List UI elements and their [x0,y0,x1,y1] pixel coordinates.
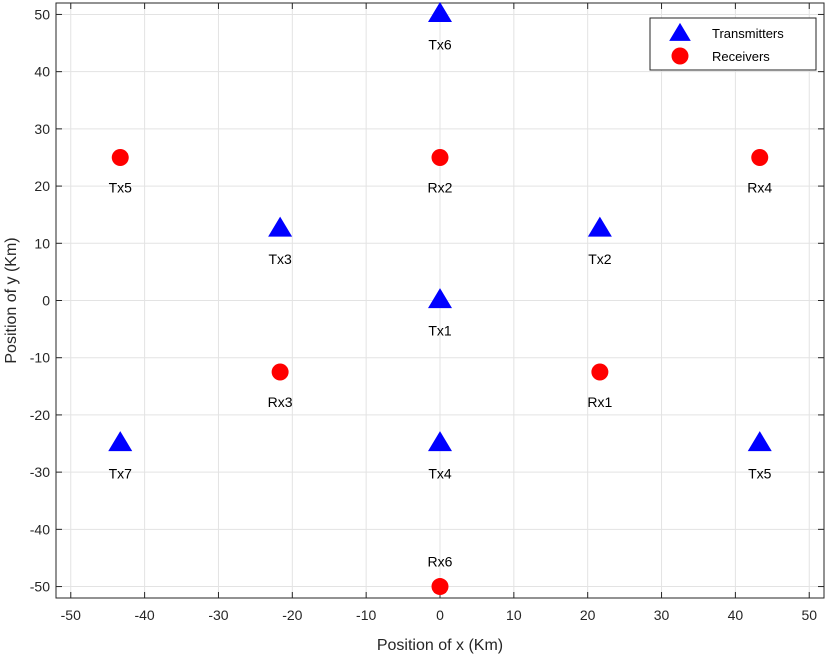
receiver-marker [271,363,289,381]
grid [56,3,824,598]
y-tick-label: 50 [34,6,50,22]
x-tick-label: 50 [801,607,817,623]
point-label: Tx3 [268,251,292,267]
y-tick-label: -20 [30,407,50,423]
receiver-marker [591,363,609,381]
transmitter-marker [428,2,452,23]
x-tick-label: -10 [356,607,376,623]
x-tick-label: 0 [436,607,444,623]
data-marks: Tx6 Tx3 Tx2 Tx1 Tx7 Tx4 Tx5 Tx5 Rx2 Rx4 Rx3 Rx1 Rx6 [108,2,772,596]
transmitter-marker [587,216,612,237]
legend-transmitters-marker [669,22,691,41]
ticks: -50 -40 -30 -20 -10 0 10 20 30 40 50 -50 -40 -30 -20 -1… [30,3,824,623]
y-axis-label: Position of y (Km) [3,237,20,363]
transmitter-marker [428,288,452,309]
x-tick-label: 20 [580,607,596,623]
point-label: Tx2 [588,251,612,267]
x-tick-label: -30 [208,607,228,623]
y-tick-label: 0 [42,293,50,309]
transmitter-marker [268,216,293,237]
y-tick-label: -50 [30,579,50,595]
receiver-marker [431,578,449,596]
receiver-marker [111,148,129,166]
x-tick-label: -50 [61,607,81,623]
y-tick-label: 20 [34,178,50,194]
x-tick-label: 10 [506,607,522,623]
transmitter-marker [747,431,772,452]
legend-transmitters-label: Transmitters [712,26,784,41]
point-label: Rx1 [587,394,612,410]
y-tick-label: 30 [34,121,50,137]
transmitter-marker [108,431,133,452]
legend-receivers-label: Receivers [712,49,770,64]
point-label: Rx3 [268,394,293,410]
legend-receivers-marker [671,47,689,65]
transmitter-marker [428,431,452,452]
y-tick-label: -10 [30,350,50,366]
point-label: Tx4 [428,466,452,482]
point-label: Rx2 [428,179,453,195]
x-tick-label: -40 [134,607,154,623]
legend: Transmitters Receivers [649,17,817,71]
y-tick-label: 40 [34,64,50,80]
point-label: Tx7 [109,466,133,482]
y-tick-label: -40 [30,521,50,537]
x-axis-label: Position of x (Km) [377,637,503,654]
receiver-marker [431,148,449,166]
x-tick-label: -20 [282,607,302,623]
point-label: Tx5 [109,179,133,195]
receiver-marker [751,148,769,166]
y-tick-label: 10 [34,235,50,251]
x-tick-label: 30 [654,607,670,623]
point-label: Rx4 [747,179,772,195]
point-label: Tx1 [428,323,452,339]
point-label: Tx5 [748,466,772,482]
x-tick-label: 40 [728,607,744,623]
point-label: Rx6 [428,554,453,570]
point-label: Tx6 [428,36,452,52]
y-tick-label: -30 [30,464,50,480]
